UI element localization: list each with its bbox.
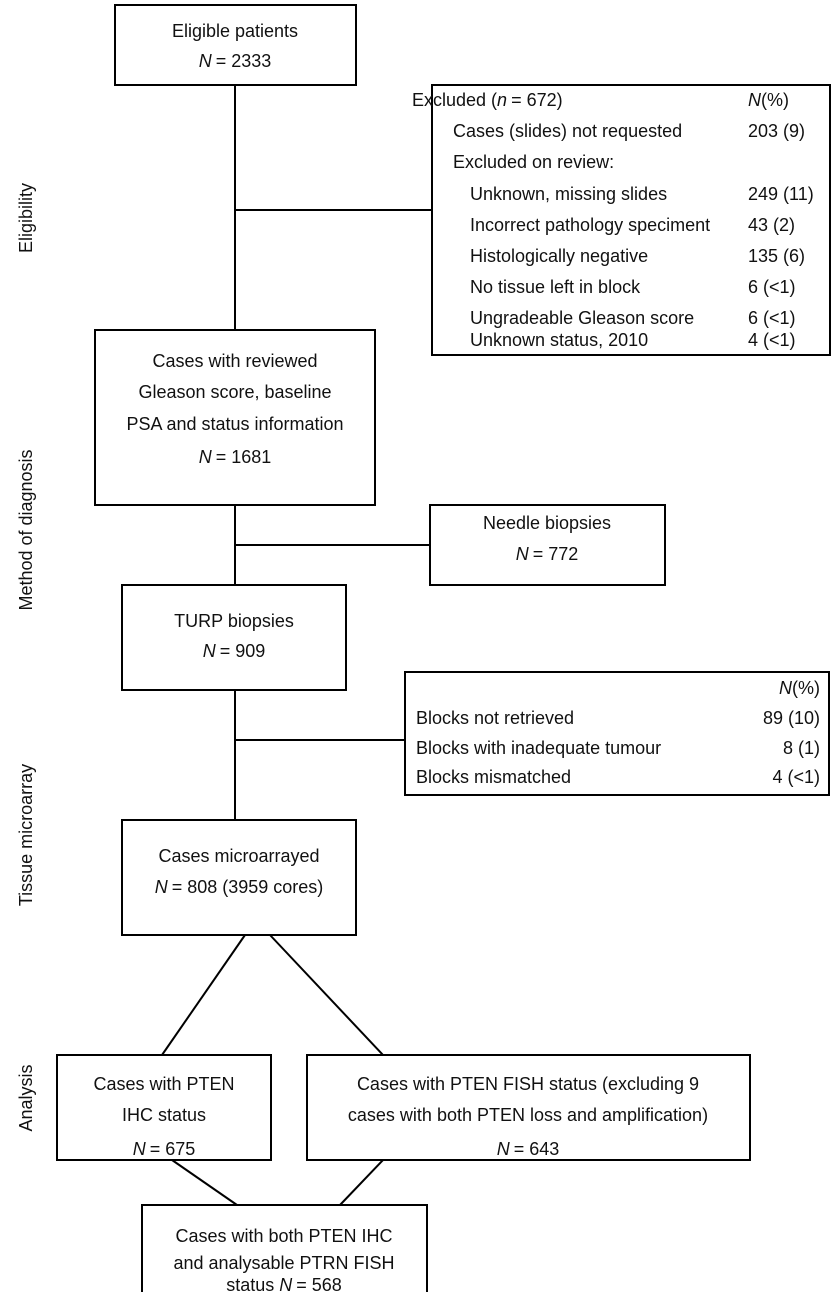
section-label: Method of diagnosis	[16, 449, 36, 610]
exclusion-label: Histologically negative	[470, 246, 648, 266]
blocks-box	[404, 671, 830, 796]
exclusion-label: Incorrect pathology speciment	[470, 215, 710, 235]
box-text: N = 675	[133, 1139, 196, 1159]
exclusion-value: 203 (9)	[748, 121, 805, 141]
flow-box	[429, 504, 666, 586]
box-text: Needle biopsies	[483, 513, 611, 533]
text-part: Excluded (	[412, 90, 497, 110]
text-part: = 909	[220, 641, 266, 661]
text-part: = 675	[150, 1139, 196, 1159]
box-text: Cases microarrayed	[158, 846, 319, 866]
exclusion-value: 6 (<1)	[748, 277, 796, 297]
exclusion-title: Excluded (n = 672)	[412, 90, 563, 110]
box-text: Cases with PTEN	[93, 1074, 234, 1094]
box-text: Cases with both PTEN IHC	[175, 1226, 392, 1246]
connector	[171, 1159, 238, 1206]
column-header: N(%)	[748, 90, 789, 110]
box-text: N = 643	[497, 1139, 560, 1159]
exclusion-value: 4 (<1)	[748, 330, 796, 350]
flow-box	[94, 329, 376, 506]
box-text: N = 808 (3959 cores)	[155, 877, 324, 897]
flow-box	[306, 1054, 751, 1161]
italic-symbol: N	[516, 544, 530, 564]
box-text: Gleason score, baseline	[138, 382, 331, 402]
italic-symbol: N	[199, 447, 213, 467]
box-text: Cases with reviewed	[152, 351, 317, 371]
exclusion-label: Cases (slides) not requested	[453, 121, 682, 141]
exclusion-value: 249 (11)	[748, 184, 814, 204]
flow-box	[141, 1204, 428, 1292]
exclusion-value: 43 (2)	[748, 215, 795, 235]
connector	[339, 1159, 384, 1206]
text-part: = 2333	[216, 51, 272, 71]
box-text: TURP biopsies	[174, 611, 294, 631]
text-part: = 568	[296, 1275, 342, 1292]
exclusion-label: Excluded on review:	[453, 152, 614, 172]
text-part: (%)	[792, 678, 820, 698]
text-part: = 772	[533, 544, 579, 564]
blocks-value: 8 (1)	[783, 738, 820, 758]
connectors	[161, 85, 432, 1206]
exclusion-value: 6 (<1)	[748, 308, 796, 328]
italic-symbol: N	[279, 1275, 293, 1292]
box-text: N = 2333	[199, 51, 272, 71]
italic-symbol: N	[155, 877, 169, 897]
text-part: = 643	[514, 1139, 560, 1159]
box-text: status N = 568	[226, 1275, 342, 1292]
exclusion-value: 135 (6)	[748, 246, 805, 266]
exclusion-label: Unknown status, 2010	[470, 330, 648, 350]
italic-symbol: N	[133, 1139, 147, 1159]
text-part: = 672)	[511, 90, 563, 110]
italic-symbol: n	[497, 90, 507, 110]
box-text: cases with both PTEN loss and amplificat…	[348, 1105, 708, 1125]
exclusion-label: Unknown, missing slides	[470, 184, 667, 204]
box-text: N = 1681	[199, 447, 272, 467]
exclusion-label: No tissue left in block	[470, 277, 641, 297]
italic-symbol: N	[779, 678, 793, 698]
italic-symbol: N	[497, 1139, 511, 1159]
connector	[161, 934, 246, 1056]
flow-box	[121, 584, 347, 691]
box-text: and analysable PTRN FISH	[173, 1253, 394, 1273]
italic-symbol: N	[199, 51, 213, 71]
blocks-value: 4 (<1)	[772, 767, 820, 787]
section-label: Tissue microarray	[16, 764, 36, 906]
blocks-label: Blocks mismatched	[416, 767, 571, 787]
blocks-value: 89 (10)	[763, 708, 820, 728]
connector	[269, 934, 384, 1056]
column-header: N(%)	[779, 678, 820, 698]
italic-symbol: N	[748, 90, 762, 110]
box-text: Eligible patients	[172, 21, 298, 41]
box-text: IHC status	[122, 1105, 206, 1125]
exclusion-label: Ungradeable Gleason score	[470, 308, 694, 328]
text-part: = 1681	[216, 447, 272, 467]
section-label: Eligibility	[16, 183, 36, 253]
box-text: PSA and status information	[126, 414, 343, 434]
text-part: status	[226, 1275, 274, 1292]
blocks-label: Blocks with inadequate tumour	[416, 738, 661, 758]
text-part: (%)	[761, 90, 789, 110]
text-part: = 808 (3959 cores)	[172, 877, 324, 897]
italic-symbol: N	[203, 641, 217, 661]
blocks-label: Blocks not retrieved	[416, 708, 574, 728]
flow-box	[114, 4, 357, 86]
exclusion-box	[431, 84, 831, 356]
section-label: Analysis	[16, 1064, 36, 1131]
box-text: N = 772	[516, 544, 579, 564]
flow-box	[121, 819, 357, 936]
flow-box	[56, 1054, 272, 1161]
box-text: Cases with PTEN FISH status (excluding 9	[357, 1074, 699, 1094]
box-text: N = 909	[203, 641, 266, 661]
